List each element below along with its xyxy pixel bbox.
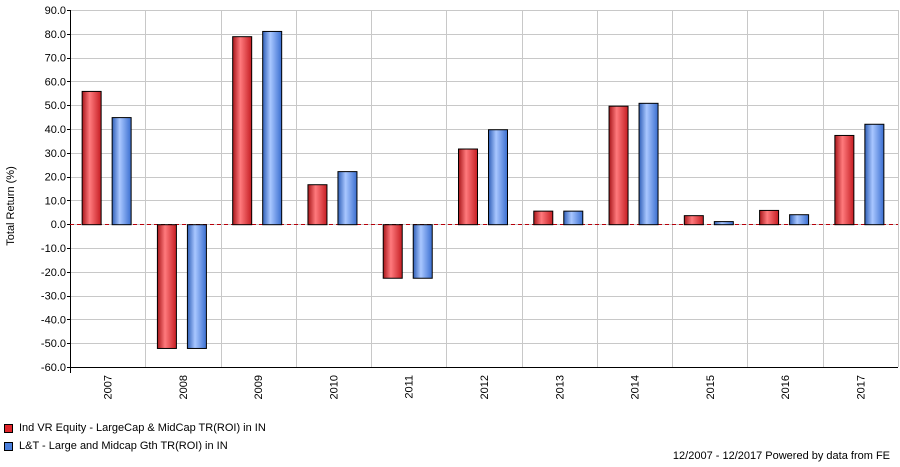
x-tick-label: 2009 bbox=[253, 375, 265, 399]
bar-series-2-2016 bbox=[789, 214, 810, 226]
x-tick-label: 2010 bbox=[328, 375, 340, 399]
legend-swatch-series-2 bbox=[4, 441, 13, 451]
x-tick-label: 2017 bbox=[855, 375, 867, 399]
y-tick-label: 50.0 bbox=[45, 100, 66, 112]
bar-series-2-2007 bbox=[111, 117, 132, 226]
y-tick-label: 90.0 bbox=[45, 5, 66, 17]
y-tick-label: -50.0 bbox=[41, 338, 66, 350]
legend-label-series-1: Ind VR Equity - LargeCap & MidCap TR(ROI… bbox=[19, 422, 266, 434]
bar-series-2-2012 bbox=[488, 129, 508, 226]
x-tick-label: 2016 bbox=[780, 375, 792, 399]
y-tick-label: -10.0 bbox=[41, 243, 66, 255]
data-credit: 12/2007 - 12/2017 Powered by data from F… bbox=[672, 450, 890, 462]
y-tick-label: 40.0 bbox=[45, 124, 66, 136]
x-tick-labels: 2007 2008 2009 2010 2011 2012 2013 2014 2015 2016… bbox=[103, 375, 868, 399]
legend-label-series-2: L&T - Large and Midcap Gth TR(ROI) in IN bbox=[19, 440, 228, 452]
bar-series-2-2013 bbox=[563, 210, 584, 226]
bar-series-2-2017 bbox=[864, 123, 885, 226]
bar-series-1-2014 bbox=[608, 105, 629, 226]
bar-series-2-2014 bbox=[638, 102, 659, 226]
y-tick-label: 60.0 bbox=[45, 76, 66, 88]
y-axis-label: Total Return (%) bbox=[5, 166, 17, 245]
bar-series-1-2016 bbox=[759, 209, 780, 226]
x-tick-label: 2013 bbox=[554, 375, 566, 399]
y-tick-label: 0.0 bbox=[51, 219, 66, 231]
y-tick-label: -20.0 bbox=[41, 267, 66, 279]
bar-series-1-2015 bbox=[683, 215, 704, 226]
legend-item-series-1: Ind VR Equity - LargeCap & MidCap TR(ROI… bbox=[4, 419, 266, 437]
legend-item-series-2: L&T - Large and Midcap Gth TR(ROI) in IN bbox=[4, 437, 266, 455]
bar-series-2-2011 bbox=[412, 224, 433, 279]
x-tick-label: 2011 bbox=[404, 375, 416, 399]
x-tick-label: 2012 bbox=[479, 375, 491, 399]
bar-series-1-2008 bbox=[156, 224, 177, 349]
y-tick-labels: -60.0 -50.0 -40.0 -30.0 -20.0 -10.0 0.0 10.0 20.… bbox=[41, 5, 70, 374]
x-tick-label: 2008 bbox=[178, 375, 190, 399]
bar-series-1-2009 bbox=[232, 36, 253, 226]
x-tick-label: 2015 bbox=[705, 375, 717, 399]
bar-series-1-2011 bbox=[382, 224, 403, 279]
bars bbox=[81, 30, 885, 349]
bar-series-1-2013 bbox=[533, 210, 554, 226]
bar-series-1-2007 bbox=[81, 90, 102, 226]
x-tick-label: 2007 bbox=[103, 375, 115, 399]
bar-series-2-2008 bbox=[186, 224, 207, 349]
bar-series-2-2015 bbox=[713, 221, 734, 226]
y-tick-label: 10.0 bbox=[45, 195, 66, 207]
y-tick-label: 70.0 bbox=[45, 53, 66, 65]
bar-series-1-2017 bbox=[834, 134, 855, 226]
y-tick-label: 20.0 bbox=[45, 172, 66, 184]
y-tick-label: 80.0 bbox=[45, 29, 66, 41]
bar-series-2-2010 bbox=[337, 171, 358, 226]
y-tick-label: 30.0 bbox=[45, 148, 66, 160]
chart: -60.0 -50.0 -40.0 -30.0 -20.0 -10.0 0.0 10.0 20.… bbox=[5, 5, 899, 399]
legend: Ind VR Equity - LargeCap & MidCap TR(ROI… bbox=[4, 419, 266, 455]
bar-series-1-2010 bbox=[307, 184, 328, 226]
y-tick-label: -60.0 bbox=[41, 362, 66, 374]
y-tick-label: -40.0 bbox=[41, 314, 66, 326]
y-tick-label: -30.0 bbox=[41, 291, 66, 303]
x-tick-label: 2014 bbox=[630, 375, 642, 399]
bar-series-1-2012 bbox=[458, 148, 478, 226]
bar-series-2-2009 bbox=[262, 30, 283, 226]
legend-swatch-series-1 bbox=[4, 423, 13, 433]
